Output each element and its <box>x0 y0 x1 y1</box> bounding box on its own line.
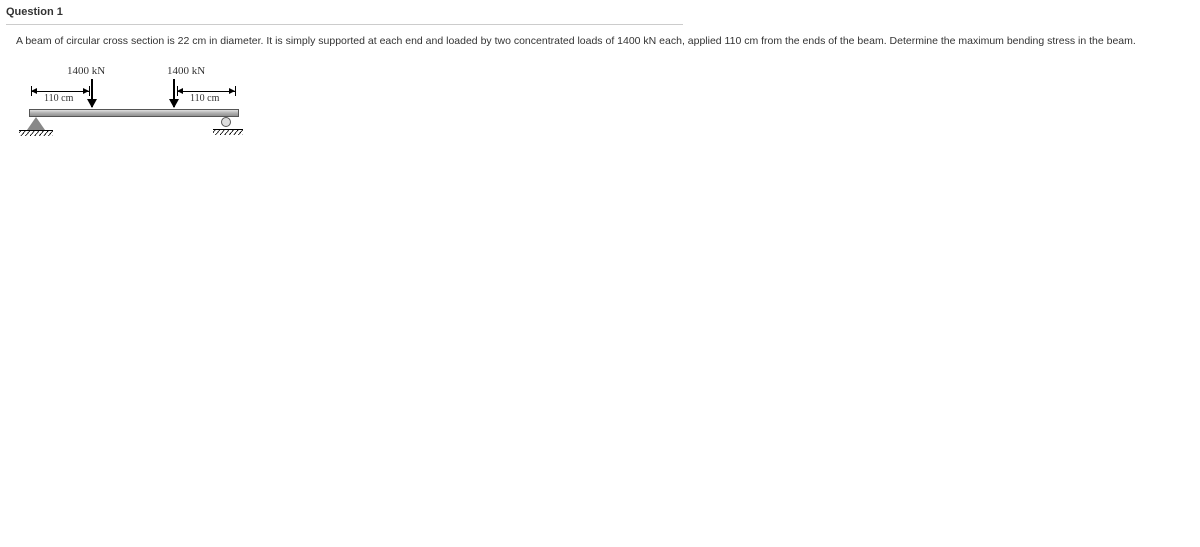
support-roller-right <box>221 117 231 127</box>
dim-tick <box>89 86 90 96</box>
question-title: Question 1 <box>6 6 683 25</box>
support-pin-left <box>27 117 45 130</box>
ground-hatch-left <box>19 130 53 136</box>
dim-tick <box>235 86 236 96</box>
beam-diagram: 1400 kN 1400 kN 110 cm 110 cm <box>21 65 261 145</box>
dimension-line-right <box>177 91 235 92</box>
dimension-label-right: 110 cm <box>189 93 220 104</box>
dimension-label-left: 110 cm <box>43 93 74 104</box>
force-arrow-left <box>91 79 93 107</box>
force-label-left: 1400 kN <box>67 65 105 77</box>
dim-tick <box>177 86 178 96</box>
dim-tick <box>31 86 32 96</box>
beam <box>29 109 239 117</box>
ground-hatch-right <box>213 129 243 135</box>
force-arrow-right <box>173 79 175 107</box>
force-label-right: 1400 kN <box>167 65 205 77</box>
dimension-line-left <box>31 91 89 92</box>
question-body: A beam of circular cross section is 22 c… <box>6 35 1194 47</box>
